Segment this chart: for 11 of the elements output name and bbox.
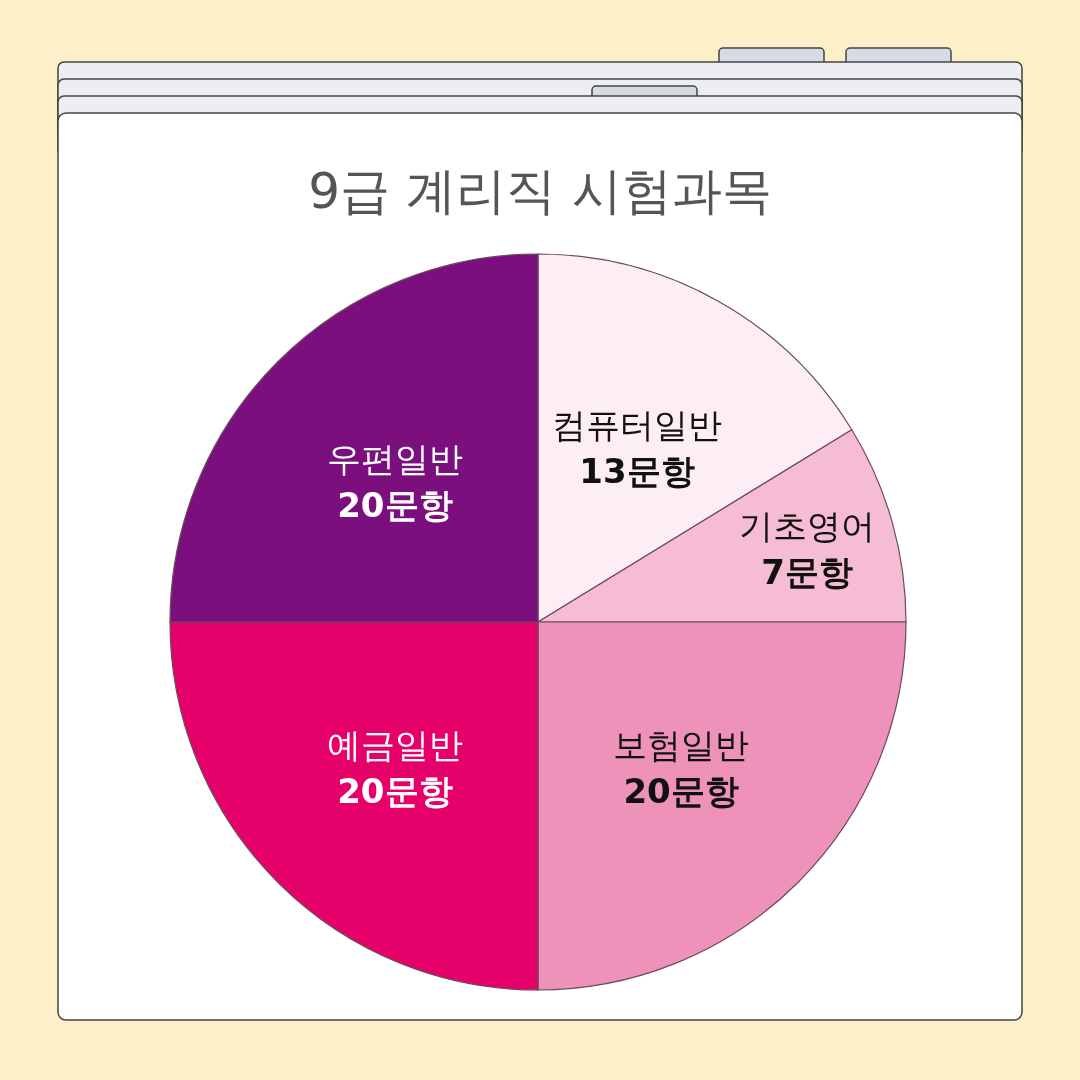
slice-label: 우편일반 xyxy=(326,438,463,479)
chart-title: 9급 계리직 시험과목 xyxy=(308,162,772,220)
slice-label: 컴퓨터일반 xyxy=(551,405,722,446)
slice-label: 보험일반 xyxy=(613,725,750,766)
data-label: 20문항 xyxy=(623,771,739,812)
data-label: 20문항 xyxy=(337,771,453,812)
slice-label: 기초영어 xyxy=(739,506,876,547)
data-label: 13문항 xyxy=(579,451,695,492)
data-label: 7문항 xyxy=(761,552,854,593)
data-label: 20문항 xyxy=(337,484,453,525)
slice-label: 예금일반 xyxy=(326,725,463,766)
